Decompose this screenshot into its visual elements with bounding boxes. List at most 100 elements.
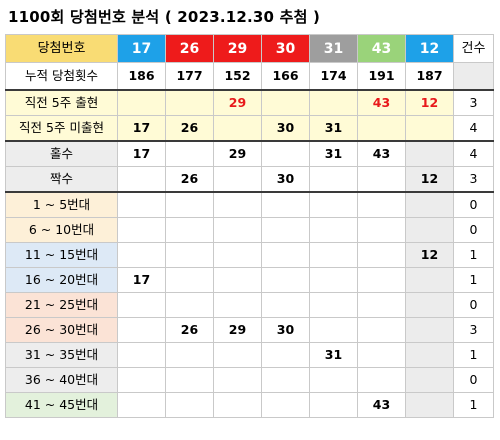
table-cell (309, 316, 358, 343)
ball-number: 30 (261, 34, 310, 63)
table-cell (261, 266, 310, 293)
table-cell (117, 291, 166, 318)
table-cell (165, 216, 214, 243)
table-cell (165, 366, 214, 393)
count-cell: 1 (453, 241, 494, 268)
count-cell: 3 (453, 316, 494, 343)
table-cell (213, 165, 262, 192)
table-cell: 26 (165, 114, 214, 141)
table-row: 21 ~ 25번대 0 (5, 291, 494, 318)
table-cell (357, 165, 406, 192)
table-cell: 31 (309, 114, 358, 141)
table-cell: 17 (117, 139, 166, 167)
table-cell (357, 266, 406, 293)
ball-number: 12 (405, 34, 454, 63)
row-label: 홀수 (5, 139, 118, 167)
table-cell (405, 316, 454, 343)
table-cell (213, 241, 262, 268)
table-row: 짝수 26 30 12 3 (5, 165, 494, 192)
table-cell (261, 341, 310, 368)
table-cell (357, 341, 406, 368)
table-row: 직전 5주 출현 29 43 12 3 (5, 88, 494, 116)
analysis-table: 당첨번호 17 26 29 30 31 43 12 건수 누적 당첨횟수 186… (5, 34, 494, 418)
table-cell (165, 341, 214, 368)
table-cell: 17 (117, 114, 166, 141)
table-cell: 26 (165, 165, 214, 192)
table-row: 6 ~ 10번대 0 (5, 216, 494, 243)
row-label: 36 ~ 40번대 (5, 366, 118, 393)
header-label: 당첨번호 (5, 34, 118, 63)
page-title: 1100회 당첨번호 분석 ( 2023.12.30 추첨 ) (8, 8, 321, 26)
table-cell (165, 391, 214, 418)
row-label: 11 ~ 15번대 (5, 241, 118, 268)
table-row: 26 ~ 30번대 26 29 30 3 (5, 316, 494, 343)
table-cell: 12 (405, 241, 454, 268)
count-cell: 3 (453, 165, 494, 192)
table-cell: 31 (309, 341, 358, 368)
table-cell (117, 341, 166, 368)
table-cell (165, 266, 214, 293)
table-cell (357, 190, 406, 218)
table-cell: 177 (165, 62, 214, 90)
table-cell (213, 114, 262, 141)
count-cell: 0 (453, 291, 494, 318)
table-cell (165, 190, 214, 218)
table-cell (165, 88, 214, 116)
row-label: 누적 당첨횟수 (5, 62, 118, 90)
table-cell (117, 391, 166, 418)
count-cell: 1 (453, 391, 494, 418)
row-label: 직전 5주 출현 (5, 88, 118, 116)
table-cell: 29 (213, 316, 262, 343)
table-cell (261, 391, 310, 418)
table-cell: 166 (261, 62, 310, 90)
table-cell (165, 291, 214, 318)
table-cell (261, 291, 310, 318)
table-cell (357, 216, 406, 243)
table-cell: 30 (261, 114, 310, 141)
table-cell: 31 (309, 139, 358, 167)
table-row: 홀수 17 29 31 43 4 (5, 139, 494, 167)
table-cell (117, 241, 166, 268)
row-label: 41 ~ 45번대 (5, 391, 118, 418)
table-cell: 12 (405, 88, 454, 116)
table-cell: 30 (261, 165, 310, 192)
table-cell (405, 266, 454, 293)
table-row: 16 ~ 20번대 17 1 (5, 266, 494, 293)
table-cell: 17 (117, 266, 166, 293)
table-cell (213, 216, 262, 243)
table-cell (213, 366, 262, 393)
table-row: 41 ~ 45번대 43 1 (5, 391, 494, 418)
row-label: 6 ~ 10번대 (5, 216, 118, 243)
table-cell (261, 366, 310, 393)
table-cell: 12 (405, 165, 454, 192)
table-cell: 43 (357, 391, 406, 418)
table-cell (405, 114, 454, 141)
table-cell (117, 88, 166, 116)
table-cell: 29 (213, 88, 262, 116)
table-cell (213, 190, 262, 218)
count-cell: 0 (453, 216, 494, 243)
table-cell: 152 (213, 62, 262, 90)
table-cell (405, 216, 454, 243)
table-cell (357, 241, 406, 268)
table-cell (261, 241, 310, 268)
header-row: 당첨번호 17 26 29 30 31 43 12 건수 (5, 34, 494, 63)
table-cell (405, 291, 454, 318)
table-cell (261, 216, 310, 243)
table-cell: 43 (357, 88, 406, 116)
count-cell: 1 (453, 341, 494, 368)
table-cell (261, 139, 310, 167)
row-label: 16 ~ 20번대 (5, 266, 118, 293)
table-cell (405, 341, 454, 368)
table-cell: 174 (309, 62, 358, 90)
table-cell (357, 366, 406, 393)
table-cell (117, 316, 166, 343)
table-cell (309, 165, 358, 192)
table-cell (309, 190, 358, 218)
ball-number: 29 (213, 34, 262, 63)
count-cell: 4 (453, 114, 494, 141)
row-label: 짝수 (5, 165, 118, 192)
table-cell (405, 366, 454, 393)
table-row: 31 ~ 35번대 31 1 (5, 341, 494, 368)
table-cell: 43 (357, 139, 406, 167)
